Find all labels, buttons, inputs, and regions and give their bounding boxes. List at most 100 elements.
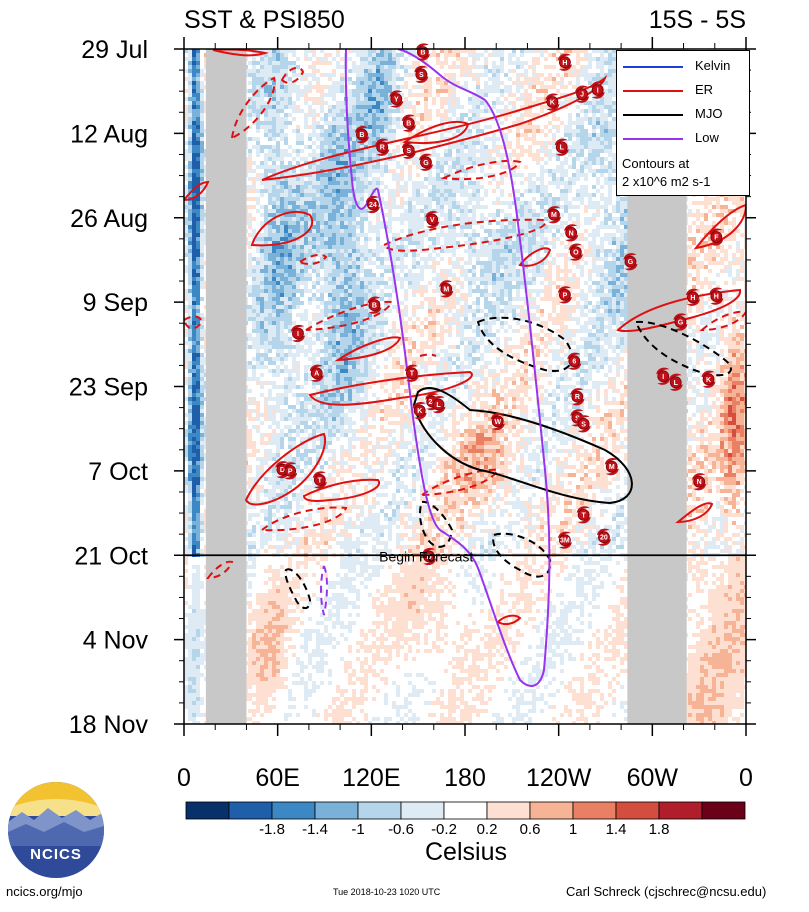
- heat-cell: [448, 69, 453, 74]
- heat-cell: [556, 53, 561, 58]
- heat-cell: [600, 69, 605, 74]
- heat-cell: [288, 105, 293, 110]
- heat-cell: [188, 133, 193, 138]
- heat-cell: [560, 133, 565, 138]
- heat-cell: [504, 113, 509, 118]
- heat-cell: [548, 69, 553, 74]
- heat-cell: [516, 185, 521, 190]
- heat-cell: [492, 169, 497, 174]
- heat-cell: [480, 109, 485, 114]
- heat-cell: [392, 181, 397, 186]
- heat-cell: [576, 69, 581, 74]
- heat-cell: [296, 137, 301, 142]
- heat-cell: [288, 133, 293, 138]
- heat-cell: [304, 97, 309, 102]
- heat-cell: [548, 129, 553, 134]
- heat-cell: [564, 109, 569, 114]
- heat-cell: [256, 109, 261, 114]
- heat-cell: [280, 93, 285, 98]
- heat-cell: [428, 93, 433, 98]
- heat-cell: [460, 129, 465, 134]
- heat-cell: [392, 57, 397, 62]
- heat-cell: [468, 49, 473, 54]
- heat-cell: [592, 153, 597, 158]
- heat-cell: [312, 121, 317, 126]
- heat-cell: [552, 125, 557, 130]
- heat-cell: [572, 145, 577, 150]
- heat-cell: [536, 181, 541, 186]
- heat-cell: [532, 173, 537, 178]
- heat-cell: [612, 49, 617, 54]
- heat-cell: [324, 65, 329, 70]
- heat-cell: [432, 81, 437, 86]
- heat-cell: [316, 173, 321, 178]
- heat-cell: [320, 121, 325, 126]
- heat-cell: [432, 93, 437, 98]
- heat-cell: [604, 49, 609, 54]
- heat-cell: [536, 105, 541, 110]
- heat-cell: [552, 69, 557, 74]
- heat-cell: [440, 81, 445, 86]
- heat-cell: [280, 125, 285, 130]
- heat-cell: [396, 185, 401, 190]
- heat-cell: [388, 97, 393, 102]
- heat-cell: [352, 177, 357, 182]
- heat-cell: [308, 137, 313, 142]
- heat-cell: [256, 137, 261, 142]
- heat-cell: [260, 65, 265, 70]
- heat-cell: [368, 169, 373, 174]
- heat-cell: [392, 121, 397, 126]
- heat-cell: [488, 69, 493, 74]
- heat-cell: [516, 69, 521, 74]
- heat-cell: [400, 69, 405, 74]
- heat-cell: [304, 125, 309, 130]
- heat-cell: [532, 185, 537, 190]
- heat-cell: [196, 109, 201, 114]
- heat-cell: [188, 57, 193, 62]
- heat-cell: [372, 157, 377, 162]
- heat-cell: [424, 105, 429, 110]
- heat-cell: [320, 49, 325, 54]
- heat-cell: [352, 93, 357, 98]
- heat-cell: [580, 173, 585, 178]
- heat-cell: [612, 81, 617, 86]
- heat-cell: [464, 73, 469, 78]
- heat-cell: [308, 109, 313, 114]
- heat-cell: [200, 129, 205, 134]
- heat-cell: [512, 149, 517, 154]
- heat-cell: [256, 185, 261, 190]
- heat-cell: [248, 61, 253, 66]
- heat-cell: [484, 161, 489, 166]
- heat-cell: [252, 65, 257, 70]
- heat-cell: [492, 161, 497, 166]
- heat-cell: [568, 81, 573, 86]
- heat-cell: [312, 97, 317, 102]
- heat-cell: [276, 141, 281, 146]
- heat-cell: [332, 109, 337, 114]
- heat-cell: [432, 173, 437, 178]
- heat-cell: [276, 93, 281, 98]
- heat-cell: [612, 121, 617, 126]
- heat-cell: [188, 81, 193, 86]
- heat-cell: [564, 113, 569, 118]
- heat-cell: [432, 65, 437, 70]
- heat-cell: [260, 181, 265, 186]
- heat-cell: [568, 149, 573, 154]
- heat-cell: [260, 77, 265, 82]
- heat-cell: [380, 73, 385, 78]
- heat-cell: [508, 121, 513, 126]
- heat-cell: [200, 133, 205, 138]
- heat-cell: [416, 113, 421, 118]
- heat-cell: [580, 149, 585, 154]
- heat-cell: [376, 57, 381, 62]
- heat-cell: [412, 137, 417, 142]
- heat-cell: [536, 85, 541, 90]
- heat-cell: [188, 149, 193, 154]
- heat-cell: [200, 185, 205, 190]
- heat-cell: [568, 85, 573, 90]
- heat-cell: [320, 89, 325, 94]
- heat-cell: [260, 153, 265, 158]
- heat-cell: [564, 181, 569, 186]
- heat-cell: [308, 93, 313, 98]
- heat-cell: [356, 145, 361, 150]
